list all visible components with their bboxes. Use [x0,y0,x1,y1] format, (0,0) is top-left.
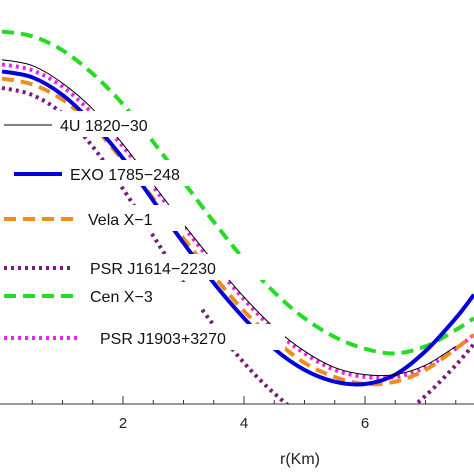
plot-area [1,29,474,404]
legend-entry-psr-j1903-3270: PSR J1903+3270 [0,324,285,350]
series-line-psr-j1903-3270 [1,62,474,380]
x-axis: 2 4 6 r(Km) [0,396,474,468]
legend-label-4u-1820-30: 4U 1820−30 [60,118,148,135]
legend-label-cen-x-3: Cen X−3 [90,289,153,306]
x-tick-label: 6 [361,415,369,432]
legend-entry-psr-j1614-2230: PSR J1614−2230 [0,254,270,280]
legend-entry-exo-1785-248: EXO 1785−248 [0,160,240,186]
legend-label-psr-j1614-2230: PSR J1614−2230 [90,261,216,278]
x-tick-label: 2 [119,415,127,432]
x-tick-label: 4 [240,415,248,432]
legend-label-psr-j1903-3270: PSR J1903+3270 [100,331,226,348]
legend-entry-background [0,111,190,137]
x-axis-title: r(Km) [280,451,320,468]
legend-label-exo-1785-248: EXO 1785−248 [70,167,180,184]
legend-entry-cen-x-3: Cen X−3 [0,282,205,308]
legend: 4U 1820−30 EXO 1785−248 Vela X−1 PSR J1614−… [0,111,285,350]
legend-entry-vela-x-1: Vela X−1 [0,205,185,231]
legend-entry-4u-1820-30: 4U 1820−30 [0,111,190,137]
series-line-vela-x-1 [1,76,474,387]
legend-entry-background [0,254,270,280]
legend-label-vela-x-1: Vela X−1 [88,212,153,229]
